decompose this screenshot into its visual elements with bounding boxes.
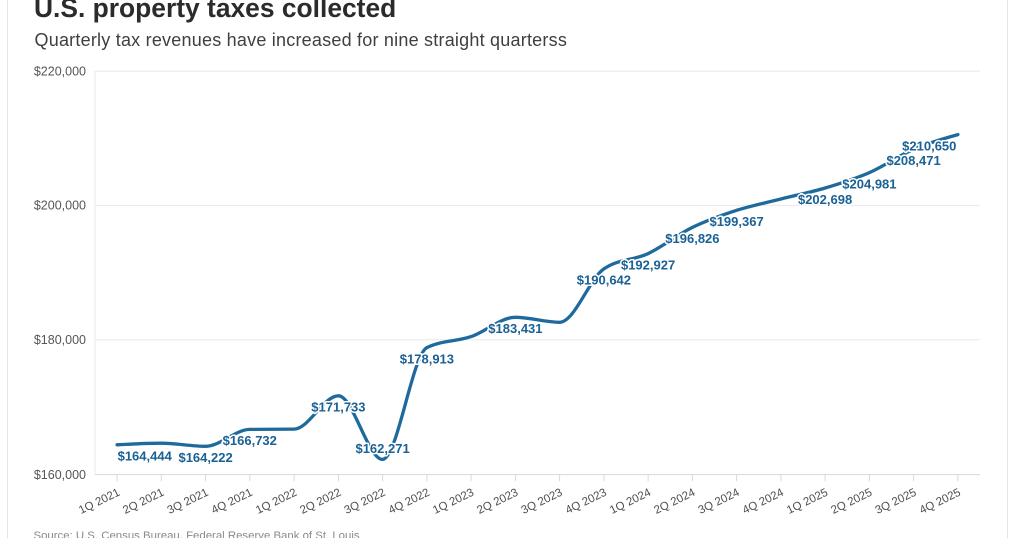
svg-text:$220,000: $220,000: [34, 64, 86, 78]
svg-text:3Q 2022: 3Q 2022: [342, 487, 387, 517]
svg-text:3Q 2025: 3Q 2025: [873, 487, 918, 517]
svg-text:$196,826: $196,826: [665, 231, 719, 246]
svg-text:$162,271: $162,271: [355, 441, 409, 456]
svg-text:$166,732: $166,732: [223, 433, 277, 448]
svg-text:3Q 2024: 3Q 2024: [696, 486, 741, 516]
svg-text:3Q 2023: 3Q 2023: [519, 487, 564, 517]
svg-text:2Q 2021: 2Q 2021: [121, 487, 166, 517]
svg-text:$160,000: $160,000: [34, 468, 86, 482]
svg-text:1Q 2025: 1Q 2025: [785, 487, 830, 517]
svg-text:1Q 2022: 1Q 2022: [254, 487, 299, 517]
svg-text:1Q 2023: 1Q 2023: [431, 487, 476, 517]
svg-text:$208,471: $208,471: [886, 153, 940, 168]
svg-text:$164,222: $164,222: [178, 450, 232, 465]
svg-text:$164,444: $164,444: [118, 449, 173, 464]
svg-text:$192,927: $192,927: [621, 257, 675, 272]
svg-text:$204,981: $204,981: [842, 176, 896, 191]
svg-text:2Q 2025: 2Q 2025: [829, 487, 874, 517]
svg-text:$178,913: $178,913: [400, 351, 454, 366]
svg-text:$190,642: $190,642: [577, 273, 631, 288]
svg-text:2Q 2024: 2Q 2024: [652, 486, 697, 516]
svg-text:$199,367: $199,367: [709, 214, 763, 229]
svg-text:4Q 2022: 4Q 2022: [387, 487, 432, 517]
svg-text:4Q 2021: 4Q 2021: [210, 487, 255, 517]
svg-text:4Q 2023: 4Q 2023: [564, 487, 609, 517]
svg-text:$183,431: $183,431: [488, 321, 542, 336]
svg-text:$210,650: $210,650: [902, 138, 956, 153]
svg-text:4Q 2025: 4Q 2025: [918, 487, 963, 517]
svg-text:$171,733: $171,733: [311, 400, 365, 415]
svg-text:$200,000: $200,000: [34, 199, 86, 213]
svg-text:$180,000: $180,000: [34, 333, 86, 347]
svg-text:2Q 2023: 2Q 2023: [475, 487, 520, 517]
svg-text:1Q 2021: 1Q 2021: [77, 487, 122, 517]
svg-text:2Q 2022: 2Q 2022: [298, 487, 343, 517]
svg-text:$202,698: $202,698: [798, 192, 852, 207]
svg-text:1Q 2024: 1Q 2024: [608, 486, 653, 516]
svg-text:4Q 2024: 4Q 2024: [741, 486, 786, 516]
svg-text:3Q 2021: 3Q 2021: [165, 487, 210, 517]
